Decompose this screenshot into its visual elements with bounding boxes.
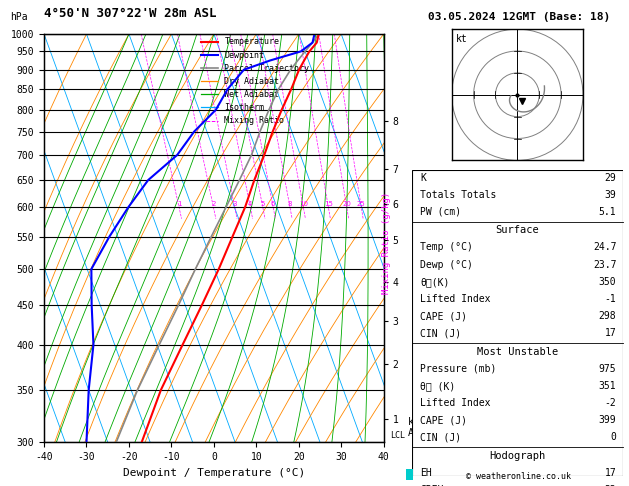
Text: 24.7: 24.7	[593, 243, 616, 253]
Text: CIN (J): CIN (J)	[420, 328, 462, 338]
Text: 33: 33	[604, 485, 616, 486]
Text: 298: 298	[599, 311, 616, 321]
Text: -2: -2	[604, 398, 616, 408]
Text: SREH: SREH	[420, 485, 444, 486]
Text: θᴄ(K): θᴄ(K)	[420, 277, 450, 287]
Text: 975: 975	[599, 364, 616, 374]
Text: LCL: LCL	[391, 431, 406, 440]
Text: 4°50'N 307°22'W 28m ASL: 4°50'N 307°22'W 28m ASL	[44, 7, 216, 20]
Text: © weatheronline.co.uk: © weatheronline.co.uk	[467, 472, 571, 481]
Text: hPa: hPa	[10, 12, 28, 22]
Text: 5.1: 5.1	[599, 207, 616, 217]
Text: -1: -1	[604, 294, 616, 304]
Text: 15: 15	[324, 201, 333, 207]
Text: Lifted Index: Lifted Index	[420, 294, 491, 304]
Text: 17: 17	[604, 328, 616, 338]
Text: 4: 4	[248, 201, 252, 207]
Text: km
ASL: km ASL	[408, 417, 425, 438]
Text: Dewp (°C): Dewp (°C)	[420, 260, 473, 270]
Text: 351: 351	[599, 381, 616, 391]
Text: 25: 25	[357, 201, 365, 207]
Text: 20: 20	[342, 201, 351, 207]
Text: CAPE (J): CAPE (J)	[420, 415, 467, 425]
Text: 0: 0	[611, 433, 616, 442]
Text: 23.7: 23.7	[593, 260, 616, 270]
Text: 5: 5	[260, 201, 265, 207]
Text: kt: kt	[456, 35, 468, 44]
Text: 8: 8	[287, 201, 292, 207]
Text: 399: 399	[599, 415, 616, 425]
Text: 39: 39	[604, 190, 616, 200]
Text: 3: 3	[233, 201, 237, 207]
Text: 03.05.2024 12GMT (Base: 18): 03.05.2024 12GMT (Base: 18)	[428, 12, 610, 22]
Text: Surface: Surface	[496, 226, 539, 235]
Text: 17: 17	[604, 468, 616, 478]
Text: K: K	[420, 173, 426, 183]
Text: Mixing Ratio (g/kg): Mixing Ratio (g/kg)	[382, 192, 391, 294]
X-axis label: Dewpoint / Temperature (°C): Dewpoint / Temperature (°C)	[123, 468, 305, 478]
Text: Totals Totals: Totals Totals	[420, 190, 497, 200]
Text: 10: 10	[299, 201, 308, 207]
Text: Most Unstable: Most Unstable	[477, 347, 558, 357]
Text: Pressure (mb): Pressure (mb)	[420, 364, 497, 374]
Text: 6: 6	[271, 201, 276, 207]
Text: EH: EH	[420, 468, 432, 478]
Text: Lifted Index: Lifted Index	[420, 398, 491, 408]
Text: Temp (°C): Temp (°C)	[420, 243, 473, 253]
Text: 29: 29	[604, 173, 616, 183]
Legend: Temperature, Dewpoint, Parcel Trajectory, Dry Adiabat, Wet Adiabat, Isotherm, Mi: Temperature, Dewpoint, Parcel Trajectory…	[198, 34, 313, 129]
Text: CAPE (J): CAPE (J)	[420, 311, 467, 321]
Text: 1: 1	[177, 201, 181, 207]
Text: 2: 2	[211, 201, 216, 207]
Text: PW (cm): PW (cm)	[420, 207, 462, 217]
Text: Hodograph: Hodograph	[489, 451, 545, 461]
Text: CIN (J): CIN (J)	[420, 433, 462, 442]
Text: 350: 350	[599, 277, 616, 287]
Text: θᴄ (K): θᴄ (K)	[420, 381, 455, 391]
